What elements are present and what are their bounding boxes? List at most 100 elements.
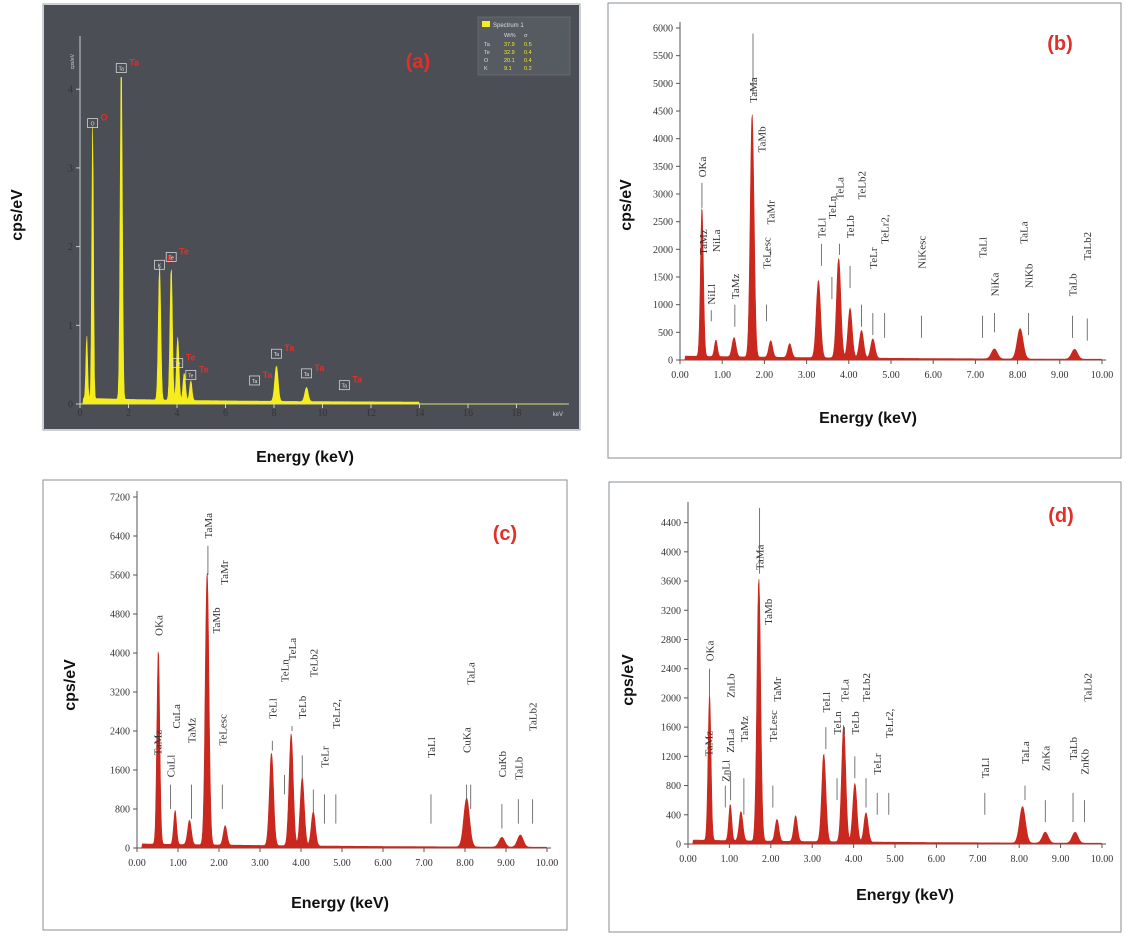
y-tick-label: 0: [68, 400, 73, 411]
peak-marker-text: K: [158, 263, 162, 269]
y-tick-label: 3000: [653, 190, 673, 201]
peak-marker: Ta Ta: [338, 375, 363, 391]
peak-marker-text: Ta: [342, 384, 348, 390]
legend-cell: 0.2: [524, 66, 532, 72]
y-tick-label: 0: [125, 844, 130, 855]
peak-label: TeLesc: [762, 237, 774, 269]
x-tick-label: 4: [175, 408, 180, 419]
panel-d-ylabel: cps/eV: [620, 654, 637, 706]
peak-label: TeLr: [319, 746, 331, 768]
legend-cell: 20.1: [504, 58, 515, 64]
peak-label: TaMz: [739, 716, 751, 742]
x-tick-label: 0: [78, 408, 83, 419]
x-tick-label: 6.00: [374, 858, 392, 869]
y-tick-label: 3: [68, 163, 73, 174]
peak-label: NiKb: [1024, 263, 1036, 288]
peak-label: TeLb: [297, 695, 309, 719]
y-tick-label: 1200: [661, 752, 681, 763]
peak-marker-red: K: [168, 254, 175, 264]
peak-marker-text: Ta: [274, 352, 280, 358]
peak-label: TaLb2: [1082, 232, 1094, 261]
x-tick-label: 7.00: [967, 370, 985, 381]
peak-label: TaLa: [1020, 741, 1032, 764]
x-tick-label: 2.00: [762, 854, 780, 865]
x-tick-label: 3.00: [803, 854, 821, 865]
peak-label: TeLa: [835, 177, 847, 200]
x-tick-label: 9.00: [1052, 854, 1070, 865]
x-tick-label: 5.00: [882, 370, 900, 381]
peak-label: TeLn: [280, 659, 292, 683]
y-tick-label: 1000: [653, 300, 673, 311]
peak-marker-text: Ta: [119, 67, 125, 73]
peak-marker-text: O: [91, 122, 95, 128]
peak-marker-box: [185, 370, 197, 380]
peak-label: TeLl: [267, 698, 279, 719]
y-tick-label: 5600: [110, 571, 130, 582]
peak-label: TaLb: [513, 756, 525, 780]
peak-marker-red: Te: [186, 353, 196, 363]
peak-label: TaMb: [763, 598, 775, 625]
peak-label: TaLb: [1068, 736, 1080, 760]
y-tick-label: 1600: [110, 766, 130, 777]
peak-label: OKa: [153, 615, 165, 636]
panel-c-xlabel: Energy (keV): [291, 895, 389, 912]
peak-marker-box: [271, 348, 282, 359]
peak-marker-text: Te: [175, 362, 181, 368]
y-tick-label: 7200: [110, 493, 130, 504]
peak-marker: Te Te: [185, 364, 209, 380]
x-tick-label: 8.00: [1009, 370, 1027, 381]
y-tick-label: 5500: [653, 51, 673, 62]
panel-b-svg: cps/eV Energy (keV) 0 500 1000 1500 2000 2500…: [607, 2, 1122, 459]
peak-label: CuKb: [497, 751, 509, 778]
x-tick-label: 2.00: [210, 858, 228, 869]
peak-label: TeLa: [287, 638, 299, 661]
peak-marker-text: Ta: [252, 379, 258, 385]
legend-cell: 0.5: [524, 42, 532, 48]
peak-marker-red: O: [101, 113, 108, 123]
peak-label: TaMa: [755, 544, 767, 570]
x-tick-label: 12: [366, 408, 376, 419]
panel-a-spectrum: [80, 77, 565, 405]
peak-label: NiKesc: [916, 236, 928, 269]
peak-label: TaMr: [219, 560, 231, 585]
x-tick-label: 3.00: [798, 370, 816, 381]
peak-marker-red: Te: [179, 246, 189, 256]
x-tick-label: 8.00: [1010, 854, 1027, 865]
peak-marker-box: [154, 259, 165, 270]
peak-label: TaLa: [466, 662, 478, 685]
legend-name: Spectrum 1: [493, 23, 524, 29]
peak-label: TaMz: [698, 229, 710, 255]
peak-label: TaMr: [766, 200, 778, 225]
panel-c-svg: cps/eV Energy (keV) 0 800 1600 2400 3200 4000…: [42, 479, 568, 931]
y-tick-label: 2400: [661, 664, 681, 675]
peak-label: TaMz: [704, 731, 716, 757]
peak-label: TeLr2,: [880, 214, 892, 244]
peak-label: OKa: [705, 641, 717, 662]
peak-marker-text: Te: [169, 255, 175, 261]
peak-marker-red: Ta: [263, 370, 274, 380]
peak-label: NiLa: [711, 229, 723, 252]
panel-c-frame: [42, 479, 568, 931]
peak-marker: KK: [154, 254, 175, 270]
x-tick-label: 8.00: [456, 858, 474, 869]
peak-label: TeLl: [816, 218, 828, 239]
panel-b-spectrum: [680, 114, 1103, 361]
y-tick-label: 3200: [661, 606, 681, 617]
legend-header: σ: [524, 33, 528, 39]
legend-cell: 9.1: [504, 66, 512, 72]
peak-marker: Te Te: [165, 246, 189, 262]
panel-a-label: (a): [406, 51, 430, 73]
panel-b-frame: [607, 2, 1122, 459]
x-tick-label: 4.00: [840, 370, 858, 381]
x-tick-label: 3.00: [251, 858, 269, 869]
y-tick-label: 6400: [110, 532, 130, 543]
peak-label: TeLr: [872, 753, 884, 775]
y-tick-label: 2800: [661, 635, 681, 646]
x-tick-label: 8: [272, 408, 277, 419]
peak-label: TeLr2,: [884, 708, 896, 738]
y-tick-label: 1: [68, 321, 73, 332]
peak-label: TaMr: [772, 677, 784, 702]
y-tick-label: 5000: [653, 79, 673, 90]
x-tick-label: 0.00: [679, 854, 697, 865]
peak-label: TeLl: [821, 692, 833, 713]
